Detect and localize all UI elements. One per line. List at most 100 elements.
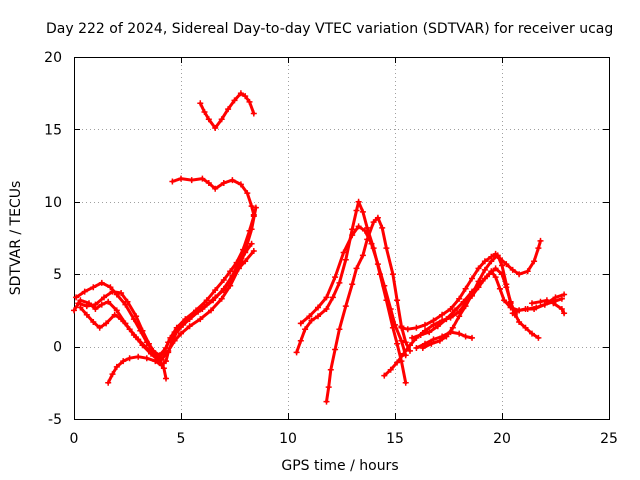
data-point [212, 125, 219, 131]
data-point [340, 249, 347, 256]
data-point [392, 321, 398, 328]
series-arc-17 [509, 291, 568, 317]
data-point [439, 311, 446, 318]
data-point [145, 340, 152, 347]
data-point [558, 306, 565, 312]
data-point [460, 298, 467, 305]
data-point [516, 319, 523, 325]
series-arc-9 [297, 223, 409, 359]
series-arc-12 [398, 237, 544, 333]
data-point [462, 303, 469, 310]
data-point [297, 337, 304, 344]
series-line [325, 216, 412, 404]
data-point [456, 330, 463, 337]
series-line [399, 239, 542, 331]
data-point [75, 300, 82, 307]
data-point [329, 294, 336, 301]
data-point [105, 298, 112, 305]
data-point [349, 226, 356, 233]
data-point [359, 208, 366, 215]
data-point [218, 116, 225, 123]
data-point [135, 336, 142, 343]
data-point [389, 271, 396, 278]
data-point [342, 256, 349, 263]
data-point [439, 333, 446, 340]
data-point [529, 300, 535, 307]
data-point [522, 306, 529, 312]
data-point [225, 106, 232, 113]
data-point [501, 297, 508, 304]
data-point [332, 274, 339, 281]
series-arc-4 [105, 248, 257, 386]
data-point [237, 181, 244, 188]
data-point [541, 301, 548, 308]
data-point [381, 372, 388, 379]
chart-title: Day 222 of 2024, Sidereal Day-to-day VTE… [46, 21, 613, 37]
data-point [98, 301, 105, 308]
data-point [469, 334, 475, 341]
data-point [242, 258, 249, 265]
data-point [250, 110, 257, 117]
data-point [537, 237, 544, 244]
data-point [160, 365, 167, 372]
x-axis: 0 5 10 15 20 25 [70, 57, 618, 447]
data-point [402, 379, 409, 386]
y-tick-label: -5 [48, 412, 62, 428]
data-point [315, 313, 321, 320]
x-tick-label: 15 [386, 431, 404, 447]
data-point [561, 291, 568, 298]
data-point [509, 266, 516, 273]
data-point [387, 306, 394, 312]
data-point [492, 274, 499, 281]
x-tick-label: 20 [493, 431, 511, 447]
data-point [169, 337, 176, 344]
data-point [83, 311, 90, 318]
series-line [299, 224, 408, 357]
data-point [447, 306, 454, 312]
data-point [355, 198, 362, 205]
data-point [451, 307, 458, 314]
data-point [118, 290, 125, 296]
data-point [242, 248, 249, 254]
data-point [475, 278, 482, 285]
data-point [443, 316, 450, 323]
data-point [327, 366, 334, 373]
data-point [143, 345, 150, 351]
series-arc-10 [323, 214, 413, 405]
data-point [323, 398, 330, 405]
data-point [199, 175, 206, 182]
data-point [353, 265, 360, 272]
data-point [101, 294, 107, 301]
data-point [332, 346, 339, 353]
data-point [503, 281, 510, 288]
data-point [83, 303, 90, 310]
data-point [535, 334, 542, 341]
data-point [374, 261, 381, 268]
data-point [413, 324, 420, 331]
data-point [152, 350, 159, 357]
data-point [107, 284, 114, 291]
data-point [481, 266, 488, 273]
data-point [252, 204, 259, 211]
data-point [178, 330, 184, 337]
data-point [516, 307, 523, 314]
x-tick-label: 5 [177, 431, 186, 447]
data-point [561, 310, 568, 317]
data-point [456, 313, 463, 320]
data-point [315, 304, 321, 311]
data-point [212, 287, 219, 294]
data-point [456, 295, 463, 302]
data-point [195, 308, 202, 315]
data-point [109, 371, 116, 378]
data-point [336, 326, 343, 333]
data-point [394, 297, 401, 304]
data-point [400, 350, 407, 357]
data-point [242, 93, 249, 100]
series-arc-3 [77, 204, 259, 363]
y-tick-label: 10 [44, 195, 62, 211]
data-point [143, 355, 150, 362]
series-arc-11 [381, 268, 565, 379]
data-point [462, 333, 469, 340]
data-point [409, 334, 416, 341]
y-axis-title: SDTVAR / TECUs [8, 181, 24, 296]
